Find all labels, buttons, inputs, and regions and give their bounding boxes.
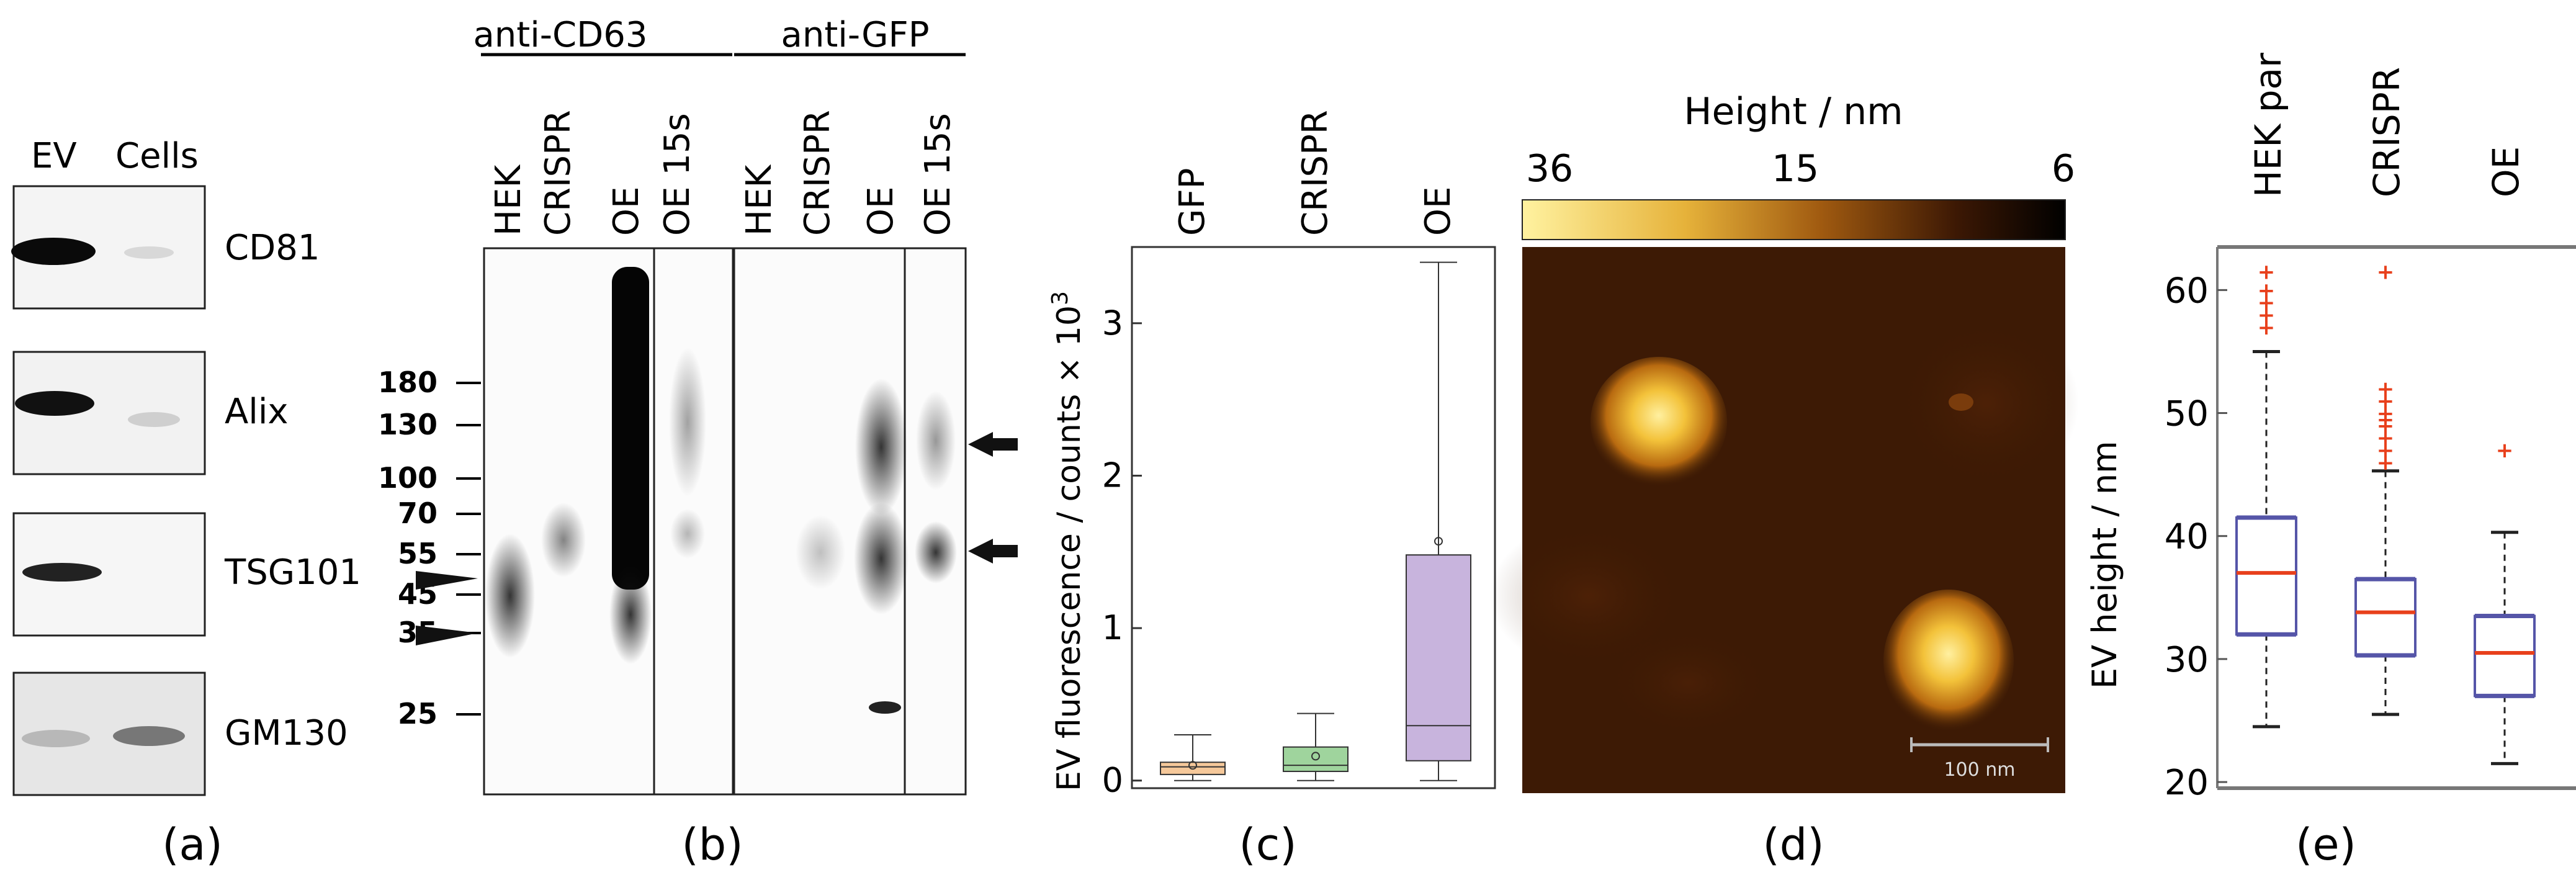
- lane-label: CRISPR: [538, 110, 578, 236]
- y-axis-label: EV height / nm: [2085, 441, 2124, 689]
- panel-a: EV Cells CD81 Alix TSG101 GM130 (a): [11, 136, 361, 870]
- lane-labels-gfp: HEK CRISPR OE OE 15s: [739, 110, 958, 236]
- lane-label: CRISPR: [797, 110, 838, 236]
- panel-label-e: (e): [2296, 819, 2356, 870]
- colorbar-tick: 15: [1772, 147, 1819, 191]
- box: [2354, 578, 2417, 657]
- y-tick-label: 3: [1102, 303, 1123, 343]
- panel-e: HEK par CRISPR OE EV height / nm 20 30 40 5…: [2085, 53, 2576, 870]
- category-label: OE: [2485, 146, 2527, 197]
- outlier-marker: +: [2258, 278, 2276, 303]
- outlier-marker: +: [2377, 413, 2395, 438]
- group-label-cd63: anti-CD63: [473, 15, 647, 55]
- mean-marker: [1434, 537, 1443, 546]
- panel-b: anti-CD63 anti-GFP HEK CRISPR OE OE 15s …: [378, 15, 1018, 870]
- outlier-marker: +: [2496, 438, 2514, 463]
- outlier-marker: +: [2377, 402, 2395, 426]
- category-label: CRISPR: [2366, 67, 2408, 197]
- mw-ticks: [456, 382, 481, 716]
- outlier-marker: +: [2377, 438, 2395, 463]
- blot-gm130: [12, 672, 206, 796]
- mw-marker: 25: [398, 697, 438, 730]
- box: [2474, 614, 2536, 698]
- plot-frame: [1131, 246, 1496, 789]
- blot-tsg101: [12, 512, 206, 637]
- scale-bar-label: 100 nm: [1944, 759, 2015, 781]
- mw-markers: 180 130 100 70 55 45 35 25: [378, 366, 438, 730]
- lane-label: HEK: [488, 164, 529, 236]
- box: [1160, 761, 1226, 775]
- lane-label: OE 15s: [918, 113, 958, 236]
- outlier-marker: +: [2377, 451, 2395, 475]
- lane-label: OE: [606, 187, 647, 236]
- outlier-marker: +: [2258, 260, 2276, 285]
- y-tick-label: 50: [2165, 394, 2209, 434]
- blot-label-gm130: GM130: [225, 713, 348, 753]
- outlier-marker: +: [2258, 303, 2276, 328]
- mw-marker: 180: [378, 366, 438, 399]
- blot-anti-gfp: [733, 247, 967, 796]
- colorbar-tick: 6: [2052, 147, 2075, 191]
- colorbar-title: Height / nm: [1684, 90, 1903, 133]
- colorbar-tick: 36: [1526, 147, 1573, 191]
- outlier-marker: +: [2377, 389, 2395, 414]
- band-arrowheads: [416, 571, 478, 645]
- blot-label-cd81: CD81: [225, 228, 320, 268]
- mw-marker: 100: [378, 461, 438, 495]
- outlier-marker: +: [2377, 377, 2395, 402]
- outlier-marker: +: [2377, 426, 2395, 451]
- y-tick-label: 20: [2165, 763, 2209, 803]
- blot-label-alix: Alix: [225, 392, 289, 432]
- boxplot: 0 1 2 3: [1102, 261, 1471, 800]
- lane-label: HEK: [739, 164, 779, 236]
- colorbar: [1522, 199, 2066, 240]
- panel-label-c: (c): [1239, 819, 1296, 870]
- lane-label: OE: [861, 187, 901, 236]
- category-labels: HEK par CRISPR OE: [2247, 53, 2527, 197]
- mean-marker: [1188, 761, 1197, 770]
- mean-marker: [1311, 752, 1320, 761]
- blot-label-tsg101: TSG101: [224, 552, 361, 593]
- box: [1406, 554, 1471, 761]
- y-tick-label: 30: [2165, 640, 2209, 680]
- panel-c: GFP CRISPR OE EV fluorescence / counts ×…: [1048, 110, 1496, 870]
- afm-image: 100 nm: [1489, 247, 2079, 793]
- blot-alix: [12, 351, 206, 475]
- group-label-gfp: anti-GFP: [781, 15, 930, 55]
- outlier-marker: +: [2377, 260, 2395, 285]
- category-label: OE: [1418, 187, 1458, 236]
- y-tick-label: 2: [1102, 456, 1123, 495]
- panel-label-d: (d): [1762, 819, 1824, 870]
- panel-d: Height / nm 36 15 6 100 nm (d): [1489, 90, 2079, 870]
- mw-marker: 55: [398, 537, 438, 570]
- y-axis-label: EV fluorescence / counts × 103: [1048, 291, 1088, 791]
- category-label: CRISPR: [1295, 110, 1335, 236]
- lane-label-cells: Cells: [115, 136, 199, 176]
- panel-label-a: (a): [162, 819, 223, 870]
- blot-cd81: [11, 185, 206, 310]
- outlier-marker: +: [2258, 290, 2276, 315]
- band-arrows: [968, 432, 1018, 564]
- panel-label-b: (b): [681, 819, 743, 870]
- lane-label-ev: EV: [31, 136, 77, 176]
- outlier-marker: +: [2377, 407, 2395, 432]
- mw-marker: 70: [398, 496, 438, 530]
- blot-anti-cd63: [483, 247, 734, 796]
- y-tick-label: 40: [2165, 517, 2209, 557]
- y-tick-label: 0: [1102, 761, 1123, 800]
- box: [2235, 516, 2297, 636]
- y-tick-label: 60: [2165, 271, 2209, 311]
- lane-labels-cd63: HEK CRISPR OE OE 15s: [488, 110, 698, 236]
- y-tick-label: 1: [1102, 608, 1123, 647]
- category-label: HEK par: [2247, 53, 2289, 197]
- lane-label: OE 15s: [657, 113, 698, 236]
- mw-marker: 130: [378, 408, 438, 441]
- category-label: GFP: [1172, 168, 1213, 236]
- outlier-marker: +: [2258, 315, 2276, 340]
- box: [1283, 746, 1349, 772]
- category-labels: GFP CRISPR OE: [1172, 110, 1458, 236]
